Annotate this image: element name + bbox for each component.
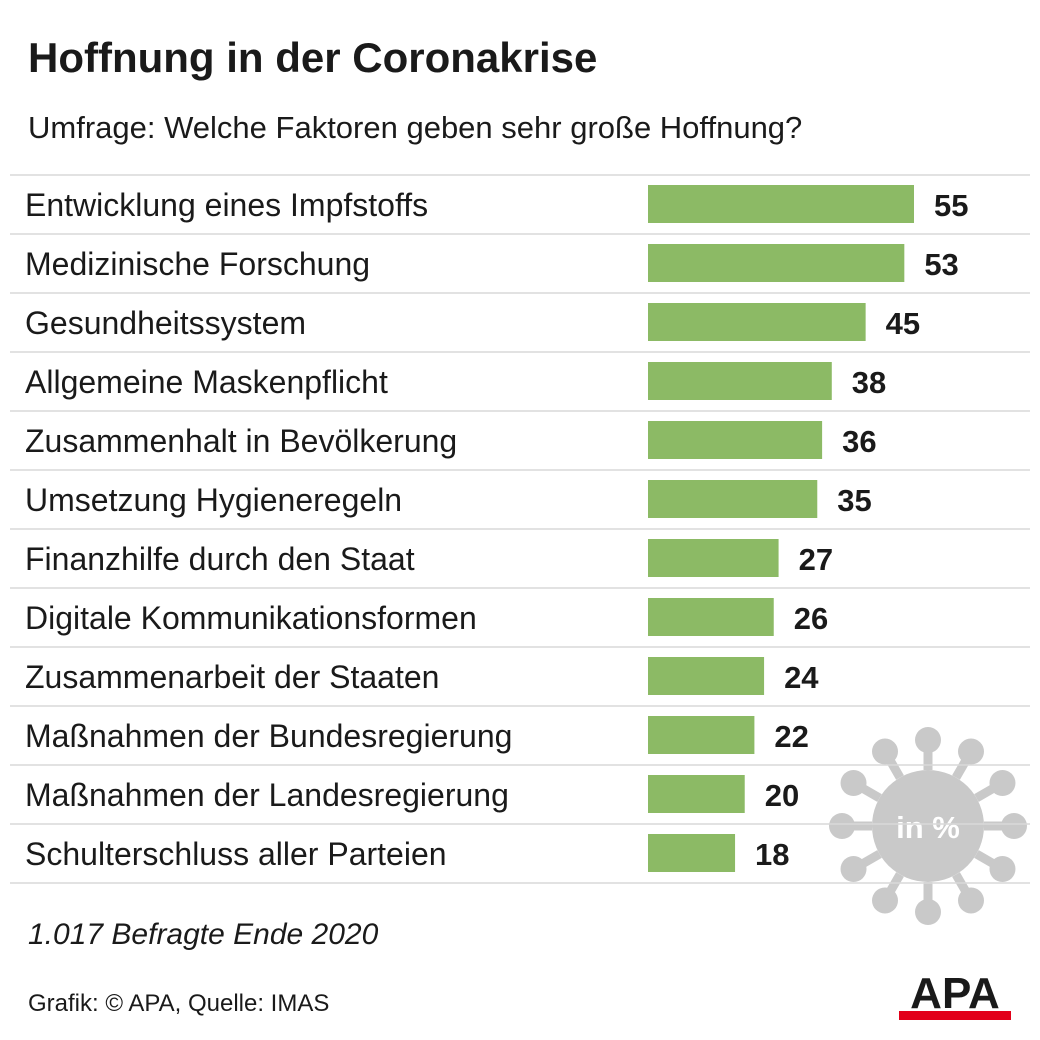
bar	[648, 362, 832, 400]
virus-spike-knob	[915, 727, 941, 753]
unit-badge-label: in %	[896, 810, 960, 845]
virus-spike-knob	[872, 738, 898, 765]
category-label: Zusammenarbeit der Staaten	[25, 659, 439, 695]
value-label: 55	[934, 188, 968, 223]
value-label: 53	[924, 247, 958, 282]
apa-logo-bar	[899, 1011, 1011, 1020]
bar	[648, 421, 823, 459]
category-label: Finanzhilfe durch den Staat	[25, 541, 415, 577]
bar	[648, 775, 745, 813]
category-label: Maßnahmen der Bundesregierung	[25, 718, 512, 754]
category-label: Maßnahmen der Landesregierung	[25, 777, 509, 813]
virus-spike-knob	[1001, 813, 1027, 839]
value-label: 24	[784, 660, 819, 695]
bar	[648, 539, 779, 577]
source-credit: Grafik: © APA, Quelle: IMAS	[28, 990, 330, 1017]
value-label: 22	[774, 719, 808, 754]
value-label: 27	[799, 542, 833, 577]
category-label: Umsetzung Hygieneregeln	[25, 482, 402, 518]
bar	[648, 185, 914, 223]
bar	[648, 480, 818, 518]
category-label: Medizinische Forschung	[25, 246, 370, 282]
virus-spike-knob	[840, 770, 867, 796]
value-label: 38	[852, 365, 886, 400]
value-label: 18	[755, 837, 789, 872]
value-label: 36	[842, 424, 876, 459]
category-label: Schulterschluss aller Parteien	[25, 836, 447, 872]
apa-logo: APA	[899, 970, 1011, 1020]
category-label: Digitale Kommunikationsformen	[25, 600, 477, 636]
chart-rows: Entwicklung eines Impfstoffs 55 Medizinisc…	[10, 174, 1030, 884]
value-label: 45	[886, 306, 920, 341]
virus-spike-knob	[958, 738, 984, 765]
category-label: Entwicklung eines Impfstoffs	[25, 187, 428, 223]
virus-icon: in %	[829, 727, 1027, 925]
category-label: Gesundheitssystem	[25, 305, 306, 341]
virus-spike-knob	[872, 887, 898, 914]
virus-spike-knob	[840, 856, 867, 882]
chart-subtitle: Umfrage: Welche Faktoren geben sehr groß…	[28, 110, 803, 145]
value-label: 35	[837, 483, 871, 518]
bar	[648, 657, 765, 695]
bar	[648, 716, 755, 754]
bar	[648, 598, 774, 636]
category-label: Allgemeine Maskenpflicht	[25, 364, 388, 400]
virus-spike-knob	[829, 813, 855, 839]
virus-spike-knob	[915, 899, 941, 925]
bar	[648, 303, 866, 341]
value-label: 20	[765, 778, 799, 813]
virus-spike-knob	[989, 856, 1016, 882]
category-label: Zusammenhalt in Bevölkerung	[25, 423, 457, 459]
apa-logo-text: APA	[910, 970, 1000, 1018]
value-label: 26	[794, 601, 828, 636]
virus-body	[872, 770, 984, 882]
virus-spike-knob	[989, 770, 1016, 796]
chart-title: Hoffnung in der Coronakrise	[28, 34, 598, 81]
bar	[648, 244, 905, 282]
survey-note: 1.017 Befragte Ende 2020	[28, 918, 379, 951]
bar	[648, 834, 736, 872]
virus-spike-knob	[958, 887, 984, 914]
